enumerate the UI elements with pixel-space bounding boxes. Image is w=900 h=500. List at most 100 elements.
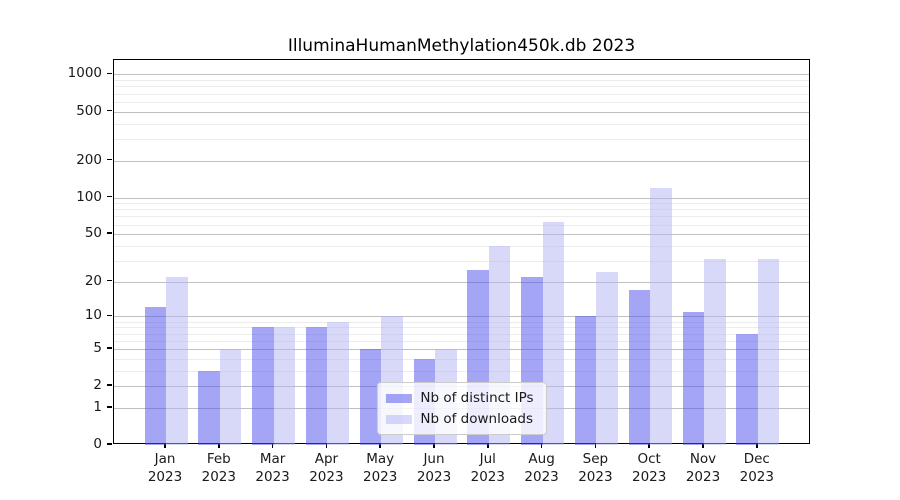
y-tick-label-10: 10 [84, 307, 102, 324]
y-gridline-minor-60 [114, 224, 809, 226]
x-tick-label-jan: Jan 2023 [147, 451, 183, 485]
y-tick-label-0: 0 [93, 436, 102, 452]
y-gridline-minor-3 [114, 370, 809, 372]
y-gridline-major-200 [114, 160, 809, 162]
y-gridline-minor-6 [114, 340, 809, 342]
bar-nb-of-downloads-jan [166, 276, 188, 445]
y-gridline-minor-900 [114, 80, 809, 82]
y-gridline-major-1000 [114, 74, 809, 76]
y-tick-label-5: 5 [93, 339, 102, 356]
legend-item-distinct-ips: Nb of distinct IPs [385, 390, 534, 406]
y-gridline-major-20 [114, 281, 809, 283]
bar-nb-of-downloads-sep [596, 272, 618, 445]
y-gridline-major-100 [114, 197, 809, 199]
bar-nb-of-downloads-apr [327, 321, 349, 445]
y-tick-label-50: 50 [84, 225, 102, 242]
x-tick-label-jun: Jun 2023 [416, 451, 452, 485]
y-tick-50 [107, 232, 112, 234]
y-tick-label-200: 200 [76, 151, 102, 168]
y-gridline-minor-300 [114, 138, 809, 140]
y-tick-label-1000: 1000 [67, 65, 102, 82]
y-tick-1 [107, 406, 112, 408]
y-gridline-minor-90 [114, 203, 809, 205]
x-tick-apr [325, 443, 328, 448]
bar-nb-of-downloads-feb [219, 348, 242, 445]
legend-label-distinct-ips: Nb of distinct IPs [420, 390, 534, 406]
y-gridline-minor-700 [114, 93, 809, 95]
y-tick-100 [107, 195, 112, 198]
legend: Nb of distinct IPs Nb of downloads [376, 382, 547, 435]
x-tick-aug [540, 443, 543, 448]
y-tick-label-100: 100 [76, 188, 102, 205]
y-gridline-major-10 [114, 316, 809, 318]
x-tick-label-mar: Mar 2023 [255, 451, 290, 485]
y-gridline-major-5 [114, 348, 809, 350]
bar-nb-of-downloads-dec [757, 259, 780, 445]
y-gridline-minor-4 [114, 358, 809, 360]
y-tick-1000 [107, 72, 112, 75]
x-tick-label-dec: Dec 2023 [739, 451, 774, 485]
y-gridline-major-50 [114, 234, 809, 236]
x-tick-sep [594, 443, 597, 448]
bar-nb-of-distinct-ips-dec [736, 333, 758, 445]
bar-nb-of-distinct-ips-mar [252, 327, 274, 445]
y-tick-200 [107, 158, 112, 161]
y-gridline-minor-8 [114, 327, 809, 329]
x-tick-jun [433, 443, 435, 448]
x-tick-may [379, 443, 381, 448]
bar-nb-of-downloads-aug [542, 221, 565, 445]
y-tick-10 [107, 314, 112, 317]
x-tick-label-aug: Aug 2023 [524, 451, 559, 485]
x-tick-label-jul: Jul 2023 [470, 451, 505, 485]
x-tick-label-nov: Nov 2023 [685, 451, 721, 485]
x-tick-mar [271, 443, 274, 448]
bar-nb-of-distinct-ips-sep [574, 316, 597, 445]
legend-item-downloads: Nb of downloads [385, 411, 533, 427]
y-gridline-minor-40 [114, 245, 809, 247]
y-gridline-minor-30 [114, 260, 809, 262]
x-tick-jan [164, 443, 166, 448]
bar-nb-of-distinct-ips-nov [682, 311, 704, 445]
y-gridline-minor-80 [114, 209, 809, 211]
chart-title: IlluminaHumanMethylation450k.db 2023 [287, 36, 636, 56]
bar-nb-of-downloads-mar [273, 327, 296, 445]
x-tick-dec [756, 443, 758, 448]
bar-nb-of-downloads-nov [704, 259, 726, 445]
y-tick-label-20: 20 [84, 272, 102, 289]
plot-area: Nb of distinct IPs Nb of downloads [113, 59, 810, 445]
legend-swatch-distinct-ips [385, 393, 412, 403]
y-gridline-minor-600 [114, 101, 809, 103]
y-gridline-minor-9 [114, 321, 809, 323]
y-tick-label-1: 1 [93, 398, 102, 415]
x-tick-label-apr: Apr 2023 [309, 451, 344, 485]
y-tick-20 [107, 279, 112, 282]
bar-nb-of-distinct-ips-feb [198, 370, 220, 445]
bar-nb-of-distinct-ips-oct [628, 290, 651, 445]
y-tick-500 [107, 109, 112, 112]
y-tick-label-500: 500 [76, 102, 102, 119]
x-tick-nov [702, 443, 704, 448]
x-tick-label-feb: Feb 2023 [201, 451, 236, 485]
legend-swatch-downloads [385, 414, 412, 424]
bar-nb-of-distinct-ips-jan [144, 307, 166, 445]
legend-label-downloads: Nb of downloads [420, 411, 533, 427]
x-tick-feb [218, 443, 220, 448]
y-tick-0 [107, 443, 112, 445]
bar-nb-of-distinct-ips-may [359, 348, 382, 445]
bar-nb-of-distinct-ips-apr [305, 327, 328, 445]
y-tick-label-2: 2 [93, 377, 102, 394]
y-tick-2 [107, 384, 112, 386]
y-gridline-minor-400 [114, 123, 809, 125]
y-tick-5 [107, 347, 112, 349]
bar-nb-of-downloads-oct [650, 187, 672, 445]
x-tick-oct [648, 443, 650, 448]
y-gridline-minor-800 [114, 86, 809, 88]
y-gridline-minor-7 [114, 333, 809, 335]
x-tick-label-may: May 2023 [363, 451, 398, 485]
x-tick-jul [487, 443, 489, 448]
x-tick-label-oct: Oct 2023 [632, 451, 667, 485]
x-tick-label-sep: Sep 2023 [578, 451, 613, 485]
y-gridline-major-500 [114, 111, 809, 113]
y-gridline-minor-70 [114, 216, 809, 218]
